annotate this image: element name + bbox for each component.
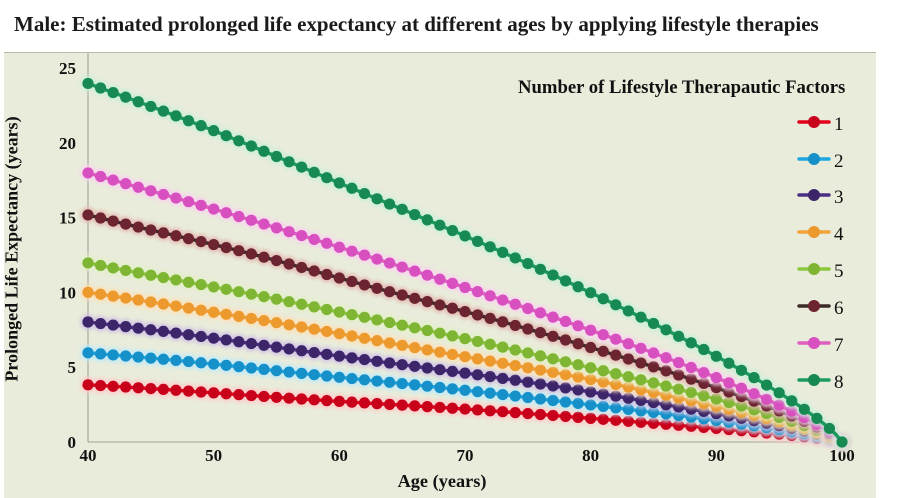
svg-text:90: 90: [708, 446, 725, 465]
svg-text:70: 70: [457, 446, 474, 465]
svg-text:60: 60: [331, 446, 348, 465]
svg-text:80: 80: [582, 446, 599, 465]
svg-text:25: 25: [59, 59, 76, 78]
svg-text:5: 5: [68, 358, 77, 377]
svg-text:15: 15: [59, 209, 76, 228]
svg-text:40: 40: [80, 446, 97, 465]
svg-text:20: 20: [59, 134, 76, 153]
svg-text:50: 50: [205, 446, 222, 465]
svg-text:10: 10: [59, 283, 76, 302]
svg-text:0: 0: [68, 433, 77, 452]
